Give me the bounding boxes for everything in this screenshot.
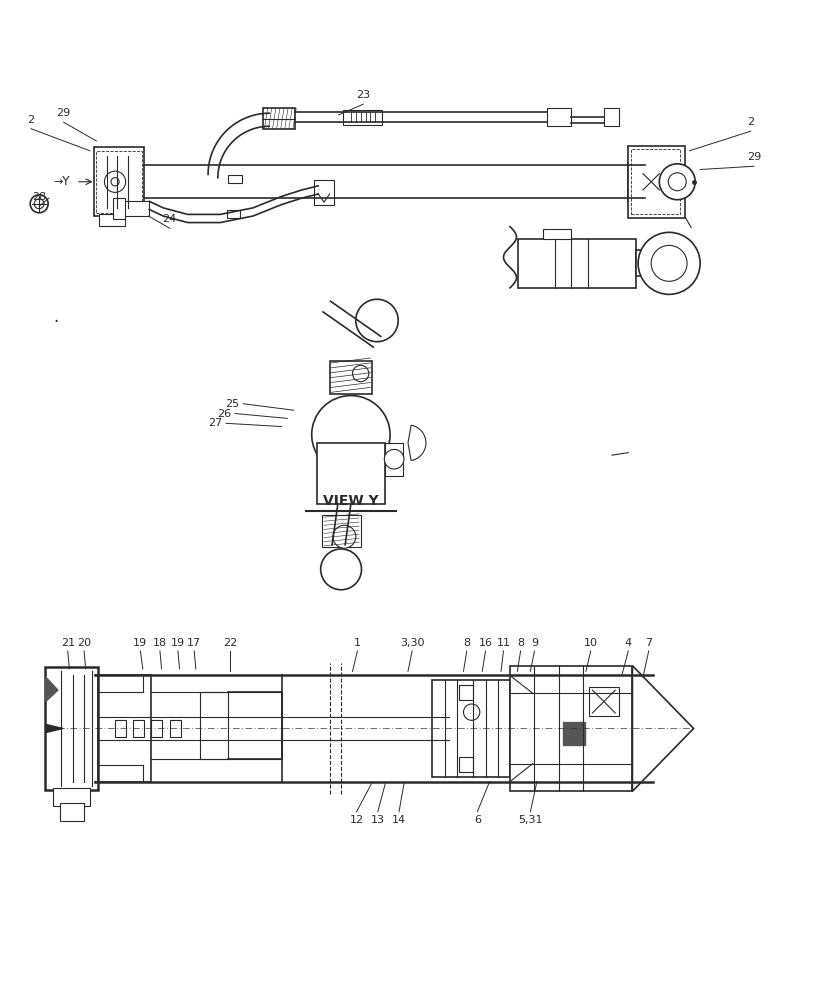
Polygon shape bbox=[563, 722, 565, 745]
Text: 17: 17 bbox=[187, 638, 202, 648]
FancyBboxPatch shape bbox=[385, 443, 403, 476]
FancyBboxPatch shape bbox=[547, 108, 571, 126]
Circle shape bbox=[312, 396, 390, 474]
Text: 25: 25 bbox=[225, 399, 239, 409]
Text: 16: 16 bbox=[478, 638, 493, 648]
Text: 19: 19 bbox=[133, 638, 148, 648]
Text: 27: 27 bbox=[208, 418, 222, 428]
FancyBboxPatch shape bbox=[45, 667, 98, 790]
Polygon shape bbox=[566, 722, 569, 745]
FancyBboxPatch shape bbox=[322, 515, 361, 547]
Circle shape bbox=[104, 171, 126, 192]
Circle shape bbox=[384, 449, 404, 469]
Circle shape bbox=[333, 525, 356, 548]
FancyBboxPatch shape bbox=[53, 788, 90, 806]
Text: 10: 10 bbox=[583, 638, 598, 648]
Circle shape bbox=[321, 549, 361, 590]
Text: 22: 22 bbox=[223, 638, 237, 648]
Text: 3,30: 3,30 bbox=[400, 638, 424, 648]
Circle shape bbox=[30, 195, 48, 213]
Polygon shape bbox=[46, 677, 58, 702]
Text: 23: 23 bbox=[356, 90, 370, 100]
Circle shape bbox=[356, 299, 398, 342]
Text: →: → bbox=[54, 177, 63, 187]
FancyBboxPatch shape bbox=[228, 175, 242, 183]
Text: .: . bbox=[53, 308, 58, 326]
Text: 14: 14 bbox=[392, 815, 406, 825]
Text: 18: 18 bbox=[153, 638, 167, 648]
Polygon shape bbox=[573, 722, 575, 745]
FancyBboxPatch shape bbox=[604, 108, 619, 126]
Circle shape bbox=[34, 199, 44, 209]
Text: 1: 1 bbox=[354, 638, 361, 648]
FancyBboxPatch shape bbox=[589, 687, 619, 716]
Circle shape bbox=[111, 178, 119, 186]
FancyBboxPatch shape bbox=[628, 146, 685, 218]
Polygon shape bbox=[576, 722, 579, 745]
FancyBboxPatch shape bbox=[115, 720, 126, 737]
Text: 6: 6 bbox=[474, 815, 481, 825]
Polygon shape bbox=[570, 722, 572, 745]
Text: 24: 24 bbox=[162, 214, 177, 224]
Text: VIEW Y: VIEW Y bbox=[323, 494, 379, 508]
Wedge shape bbox=[408, 425, 426, 461]
Polygon shape bbox=[583, 722, 585, 745]
Text: 19: 19 bbox=[171, 638, 185, 648]
FancyBboxPatch shape bbox=[628, 162, 645, 201]
Text: 20: 20 bbox=[77, 638, 91, 648]
FancyBboxPatch shape bbox=[636, 250, 651, 276]
FancyBboxPatch shape bbox=[227, 210, 240, 218]
Circle shape bbox=[651, 245, 687, 281]
Text: 8: 8 bbox=[517, 638, 524, 648]
FancyBboxPatch shape bbox=[518, 239, 636, 288]
Circle shape bbox=[463, 704, 480, 720]
Text: 8: 8 bbox=[463, 638, 470, 648]
Text: 7: 7 bbox=[645, 638, 652, 648]
FancyBboxPatch shape bbox=[99, 214, 125, 226]
FancyBboxPatch shape bbox=[459, 685, 473, 700]
Text: 9: 9 bbox=[531, 638, 538, 648]
FancyBboxPatch shape bbox=[543, 229, 571, 239]
Text: 4: 4 bbox=[625, 638, 632, 648]
FancyBboxPatch shape bbox=[459, 757, 473, 772]
FancyBboxPatch shape bbox=[314, 180, 334, 205]
Text: 29: 29 bbox=[56, 108, 71, 118]
FancyBboxPatch shape bbox=[151, 720, 162, 737]
FancyBboxPatch shape bbox=[60, 803, 84, 821]
FancyBboxPatch shape bbox=[113, 198, 125, 219]
FancyBboxPatch shape bbox=[330, 361, 372, 394]
FancyBboxPatch shape bbox=[343, 110, 382, 125]
Text: 12: 12 bbox=[349, 815, 364, 825]
Text: 11: 11 bbox=[496, 638, 511, 648]
FancyBboxPatch shape bbox=[317, 443, 385, 504]
Text: 2: 2 bbox=[28, 115, 34, 125]
FancyBboxPatch shape bbox=[263, 108, 295, 129]
FancyBboxPatch shape bbox=[170, 720, 181, 737]
Text: 26: 26 bbox=[217, 409, 231, 419]
Text: 21: 21 bbox=[60, 638, 75, 648]
Circle shape bbox=[638, 232, 700, 294]
Text: 29: 29 bbox=[747, 152, 761, 162]
Text: Y: Y bbox=[62, 175, 69, 188]
FancyBboxPatch shape bbox=[94, 147, 144, 216]
Polygon shape bbox=[632, 666, 694, 791]
Text: 13: 13 bbox=[370, 815, 385, 825]
FancyBboxPatch shape bbox=[200, 692, 282, 759]
Text: 28: 28 bbox=[32, 192, 47, 202]
FancyBboxPatch shape bbox=[510, 666, 632, 791]
Circle shape bbox=[659, 164, 695, 200]
Text: 5,31: 5,31 bbox=[518, 815, 543, 825]
Polygon shape bbox=[46, 724, 63, 733]
Circle shape bbox=[353, 365, 369, 382]
FancyBboxPatch shape bbox=[118, 201, 149, 216]
FancyBboxPatch shape bbox=[432, 680, 510, 777]
Text: 2: 2 bbox=[747, 117, 754, 127]
Polygon shape bbox=[579, 722, 582, 745]
Circle shape bbox=[668, 173, 686, 191]
FancyBboxPatch shape bbox=[133, 720, 144, 737]
